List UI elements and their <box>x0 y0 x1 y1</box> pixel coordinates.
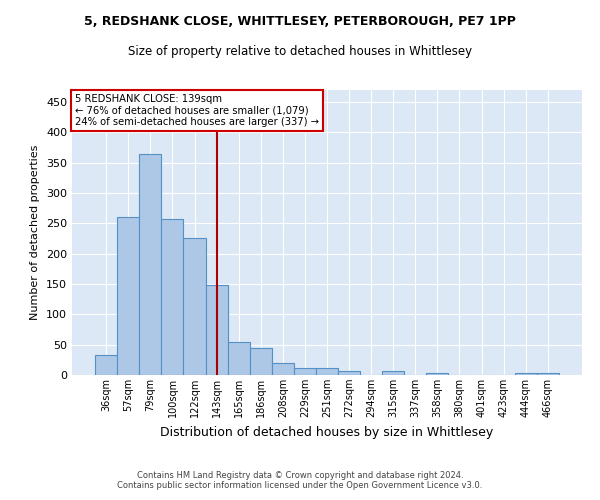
Bar <box>272 364 294 375</box>
Bar <box>139 154 161 375</box>
Bar <box>184 238 206 375</box>
Bar <box>161 219 184 375</box>
Bar <box>316 368 338 375</box>
Y-axis label: Number of detached properties: Number of detached properties <box>31 145 40 320</box>
Bar <box>382 372 404 375</box>
Bar <box>294 368 316 375</box>
Bar <box>515 373 537 375</box>
Bar <box>537 373 559 375</box>
Bar <box>95 355 117 375</box>
Bar <box>250 348 272 375</box>
Bar <box>427 372 448 375</box>
Text: 5, REDSHANK CLOSE, WHITTLESEY, PETERBOROUGH, PE7 1PP: 5, REDSHANK CLOSE, WHITTLESEY, PETERBORO… <box>84 15 516 28</box>
Bar <box>206 286 227 375</box>
Bar <box>117 218 139 375</box>
Text: Contains HM Land Registry data © Crown copyright and database right 2024.
Contai: Contains HM Land Registry data © Crown c… <box>118 470 482 490</box>
Bar <box>227 342 250 375</box>
Bar <box>338 371 360 375</box>
X-axis label: Distribution of detached houses by size in Whittlesey: Distribution of detached houses by size … <box>160 426 494 438</box>
Text: Size of property relative to detached houses in Whittlesey: Size of property relative to detached ho… <box>128 45 472 58</box>
Text: 5 REDSHANK CLOSE: 139sqm
← 76% of detached houses are smaller (1,079)
24% of sem: 5 REDSHANK CLOSE: 139sqm ← 76% of detach… <box>74 94 319 128</box>
